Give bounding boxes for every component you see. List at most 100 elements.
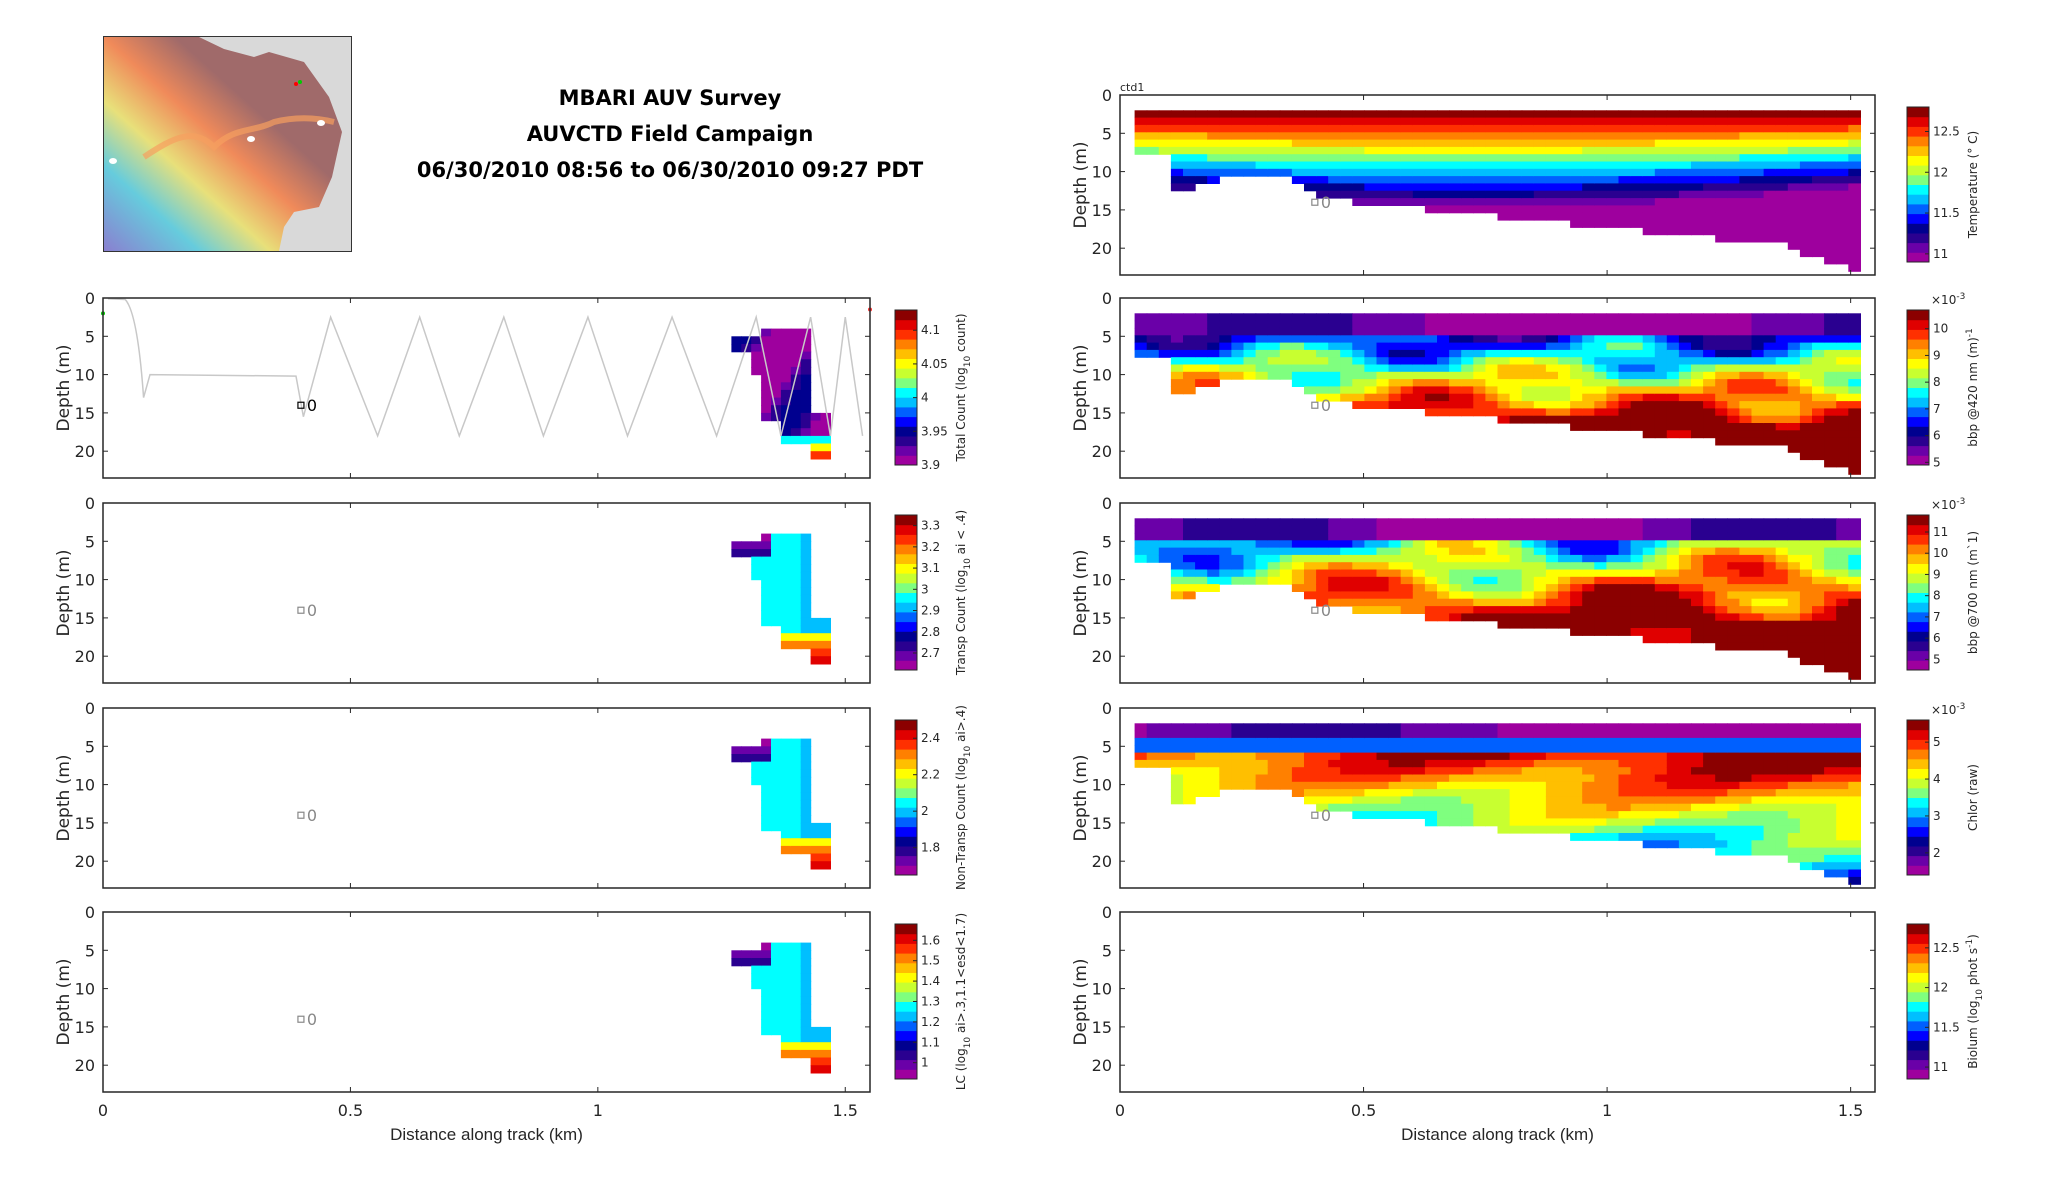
y-axis-label: Depth (m)	[1071, 958, 1091, 1045]
heatmap-cell	[1630, 774, 1644, 783]
heatmap-cell	[1328, 752, 1341, 761]
heatmap-cell	[1509, 562, 1523, 571]
heatmap-cell	[1279, 730, 1293, 739]
heatmap-cell	[1848, 176, 1861, 184]
heatmap-cell	[780, 792, 792, 801]
heatmap-cell	[1691, 364, 1704, 373]
heatmap-cell	[1666, 161, 1680, 170]
heatmap-cell	[1751, 154, 1765, 163]
heatmap-cell	[1812, 825, 1825, 834]
heatmap-cell	[1352, 723, 1365, 732]
heatmap-cell	[1582, 349, 1595, 358]
heatmap-cell	[1400, 327, 1414, 336]
heatmap-cell	[1340, 183, 1353, 192]
heatmap-cell	[800, 389, 812, 399]
heatmap-cell	[1703, 796, 1716, 805]
heatmap-cell	[1497, 132, 1511, 141]
colorbar-tick-label: 10	[1933, 322, 1948, 336]
heatmap-cell	[1642, 737, 1656, 746]
figure-title: MBARI AUV Survey AUVCTD Field Campaign 0…	[400, 80, 940, 188]
heatmap-cell	[1376, 124, 1390, 133]
heatmap-cell	[1606, 139, 1620, 148]
heatmap-cell	[1291, 576, 1305, 585]
heatmap-cell	[1606, 620, 1620, 629]
heatmap-cell	[780, 366, 792, 376]
heatmap-cell	[1775, 737, 1789, 746]
heatmap-cell	[1461, 393, 1474, 402]
heatmap-cell	[1751, 803, 1765, 812]
heatmap-cell	[1183, 386, 1196, 395]
heatmap-cell	[1461, 759, 1474, 768]
heatmap-cell	[1461, 525, 1474, 534]
heatmap-cell	[1509, 576, 1523, 585]
heatmap-cells	[731, 328, 831, 460]
heatmap-cell	[1340, 110, 1353, 119]
heatmap-cell	[1751, 342, 1765, 351]
heatmap-cell	[1763, 525, 1777, 534]
heatmap-cell	[1497, 767, 1511, 776]
heatmap-cell	[1848, 657, 1861, 666]
heatmap-cell	[1751, 161, 1765, 170]
heatmap-cell	[1630, 752, 1644, 761]
heatmap-cell	[1316, 781, 1329, 790]
heatmap-cell	[1582, 825, 1595, 834]
heatmap-cell	[1461, 554, 1474, 563]
heatmap-cell	[1787, 190, 1801, 199]
heatmap-cell	[1654, 745, 1668, 754]
heatmap-cell	[1424, 183, 1438, 192]
heatmap-cell	[1775, 401, 1789, 409]
heatmap-cell	[1703, 825, 1716, 834]
heatmap-cell	[1243, 759, 1257, 768]
heatmap-cell	[1727, 423, 1740, 431]
colorbar-tick-label: 6	[1933, 631, 1941, 645]
colorbar-segment	[1907, 329, 1929, 340]
heatmap-cell	[1691, 117, 1704, 126]
bathymetry-map	[103, 36, 352, 252]
heatmap-cell	[1461, 598, 1474, 607]
heatmap-cell	[1412, 811, 1426, 819]
heatmap-cell	[751, 746, 762, 755]
heatmap-cell	[1412, 364, 1426, 373]
heatmap-cell	[820, 845, 831, 855]
heatmap-cell	[1654, 818, 1668, 827]
heatmap-cell	[1836, 342, 1849, 351]
colorbar-segment	[895, 368, 917, 379]
heatmap-cell	[1545, 401, 1559, 409]
heatmap-cell	[1715, 342, 1728, 351]
heatmap-cell	[1763, 205, 1777, 214]
heatmap-cell	[1388, 364, 1402, 373]
heatmap-cell	[1570, 833, 1583, 841]
heatmap-cell	[1836, 752, 1849, 761]
heatmap-cell	[761, 746, 772, 755]
heatmap-cell	[1449, 532, 1462, 541]
y-tick-label: 0	[1102, 86, 1112, 105]
heatmap-cell	[1836, 774, 1849, 783]
heatmap-cell	[1570, 525, 1583, 534]
heatmap-cell	[1291, 569, 1305, 578]
y-tick-label: 20	[1092, 239, 1112, 258]
heatmap-cell	[1267, 730, 1281, 739]
heatmap-cell	[1678, 423, 1692, 431]
heatmap-cell	[1279, 752, 1293, 761]
heatmap-cell	[1533, 335, 1547, 344]
heatmap-cell	[1799, 444, 1813, 453]
heatmap-cell	[1146, 124, 1160, 133]
heatmap-cell	[1497, 584, 1511, 592]
heatmap-cell	[1751, 139, 1765, 148]
colorbar-segment	[895, 640, 917, 652]
heatmap-cell	[1521, 620, 1535, 629]
heatmap-cell	[1824, 234, 1837, 243]
heatmap-cell	[1727, 183, 1740, 192]
heatmap-cell	[790, 366, 802, 376]
heatmap-cell	[1521, 154, 1535, 163]
heatmap-cell	[1279, 723, 1293, 732]
heatmap-cell	[1812, 379, 1825, 387]
heatmap-cell	[780, 610, 792, 619]
heatmap-cell	[1703, 401, 1716, 409]
heatmap-cell	[1364, 598, 1378, 607]
heatmap-cell	[1715, 598, 1728, 607]
colorbar-segment	[1907, 319, 1929, 330]
heatmap-cell	[1763, 723, 1777, 732]
